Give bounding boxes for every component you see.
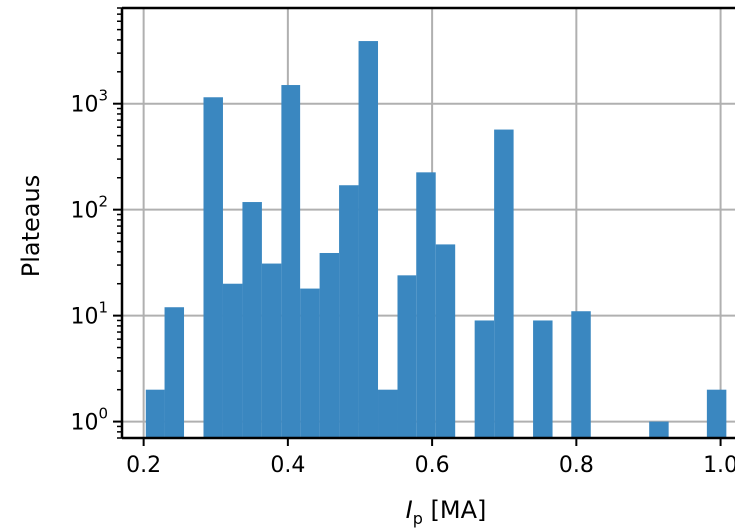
histogram-bar [300, 288, 320, 438]
y-axis-label: Plateaus [17, 175, 45, 277]
y-tick-label: 102 [70, 193, 108, 224]
x-tick-label: 0.6 [415, 453, 450, 478]
histogram-bar [203, 97, 223, 438]
histogram-bar [649, 421, 669, 438]
histogram-bar [145, 389, 165, 438]
histogram-bar [242, 202, 262, 438]
histogram-bar [222, 283, 243, 438]
histogram-bar [358, 41, 379, 438]
histogram-bar [571, 311, 591, 438]
histogram-bars [145, 41, 727, 438]
histogram-bar [474, 320, 495, 438]
histogram-bar [339, 185, 359, 438]
y-tick-label: 103 [70, 87, 108, 118]
x-axis-ticks: 0.2 0.4 0.6 0.8 1.0 [126, 438, 735, 478]
histogram-bar [378, 389, 398, 438]
histogram-bar [397, 275, 417, 438]
x-axis-label: Ip [MA] [406, 496, 487, 528]
histogram-bar [706, 389, 727, 438]
histogram-bar [416, 172, 436, 438]
histogram-bar [435, 244, 456, 438]
x-tick-label: 0.8 [559, 453, 594, 478]
y-tick-label: 100 [70, 405, 108, 436]
y-tick-label: 101 [70, 299, 108, 330]
histogram-bar [319, 252, 340, 438]
histogram-bar [494, 129, 514, 438]
histogram-bar [533, 320, 553, 438]
histogram-bar [261, 263, 282, 438]
x-tick-label: 0.4 [270, 453, 305, 478]
axes [120, 6, 735, 440]
histogram-bar [164, 307, 185, 438]
x-tick-label: 0.2 [126, 453, 161, 478]
histogram-bar [281, 85, 301, 438]
x-tick-label: 1.0 [703, 453, 735, 478]
y-axis-ticks: 100 101 102 103 [70, 7, 122, 439]
